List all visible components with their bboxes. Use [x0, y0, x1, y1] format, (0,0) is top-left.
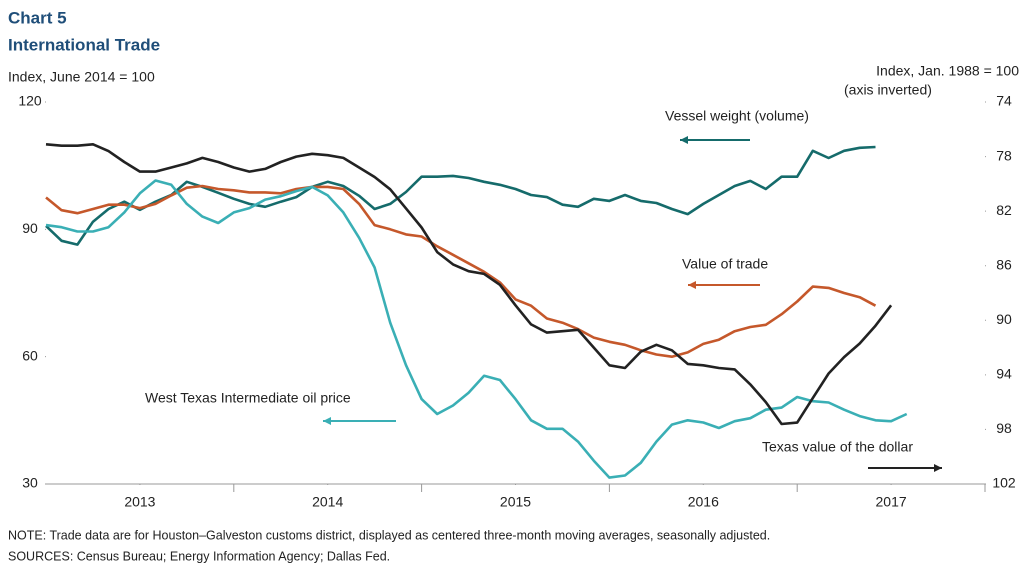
chart-title: Chart 5 [8, 8, 67, 27]
note: NOTE: Trade data are for Houston–Galvest… [8, 528, 770, 542]
arrow-head [323, 417, 331, 425]
y-axis-label: Index, June 2014 = 100 [8, 69, 155, 85]
y2-axis-note: (axis inverted) [844, 82, 932, 98]
y2-tick-label: 86 [996, 256, 1012, 272]
series-line [45, 145, 876, 246]
y2-tick-label: 98 [996, 420, 1012, 436]
y-tick-label: 90 [22, 220, 38, 236]
y-tick-label: 120 [18, 93, 42, 109]
x-tick-label: 2013 [124, 494, 155, 510]
series-label: Texas value of the dollar [762, 439, 913, 455]
y-tick-label: 30 [22, 475, 38, 491]
y2-tick-label: 102 [992, 475, 1016, 491]
series-line [45, 143, 893, 426]
y-tick-label: 60 [22, 347, 38, 363]
x-tick-label: 2014 [312, 494, 343, 510]
x-tick-label: 2015 [500, 494, 531, 510]
series-label: West Texas Intermediate oil price [145, 390, 351, 406]
y2-tick-label: 74 [996, 93, 1012, 109]
x-tick-label: 2017 [876, 494, 907, 510]
series-label: Value of trade [682, 256, 768, 272]
y2-axis-label: Index, Jan. 1988 = 100 [876, 63, 1019, 79]
arrow-head [688, 281, 696, 289]
chart-subtitle: International Trade [8, 35, 160, 54]
y2-tick-label: 90 [996, 311, 1012, 327]
y2-tick-label: 82 [996, 202, 1012, 218]
arrow-head [934, 464, 942, 472]
series-label: Vessel weight (volume) [665, 108, 809, 124]
y2-tick-label: 94 [996, 366, 1012, 382]
x-tick-label: 2016 [688, 494, 719, 510]
series-line [45, 184, 877, 358]
y2-tick-label: 78 [996, 147, 1012, 163]
arrow-head [680, 136, 688, 144]
series-line [45, 179, 908, 479]
sources: SOURCES: Census Bureau; Energy Informati… [8, 549, 390, 563]
